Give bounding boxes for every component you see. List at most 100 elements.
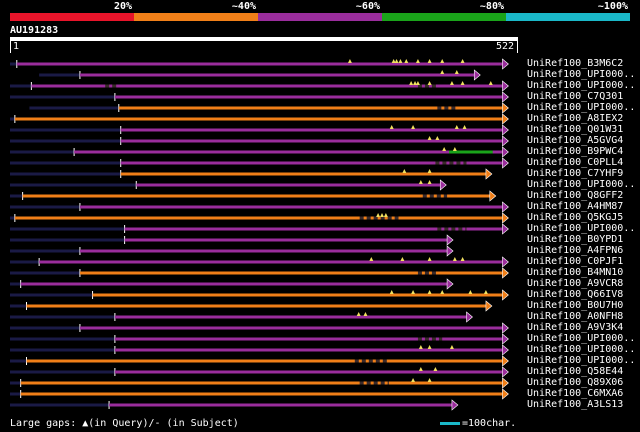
query-gap-triangle [427,59,432,63]
hit-label-link[interactable]: UniRef100_A8IEX2 [527,113,624,124]
query-gap-triangle [454,70,459,74]
query-gap-triangle [411,125,416,129]
end-arrow [502,201,509,213]
query-gap-triangle [427,180,432,184]
hit-label-link[interactable]: UniRef100_Q5KGJ5 [527,212,624,223]
query-gap-triangle [379,213,384,217]
query-start-label: 1 [13,41,20,52]
hit-label-link[interactable]: UniRef100_Q89X06 [527,377,624,388]
hit-label-link[interactable]: UniRef100_B3M6C2 [527,58,624,69]
query-gap-triangle [427,378,432,382]
query-gap-triangle [409,81,414,85]
hit-label-link[interactable]: UniRef100_C6MXA6 [527,388,624,399]
query-gap-triangle [418,367,423,371]
hit-label-link[interactable]: UniRef100_B0U7H0 [527,300,624,311]
query-gap-triangle [402,169,407,173]
end-arrow [502,355,509,367]
hit-label-link[interactable]: UniRef100_C0PJF1 [527,256,624,267]
end-arrow [485,300,493,312]
hit-label-link[interactable]: UniRef100_C0PLL4 [527,157,624,168]
query-gap-triangle [488,81,493,85]
query-start-tick [10,41,11,53]
hit-label-link[interactable]: UniRef100_UPI000.. [527,80,636,91]
hit-label-link[interactable]: UniRef100_A0NFH8 [527,311,624,322]
query-bar [10,37,518,41]
query-gap-triangle [440,290,445,294]
end-arrow [502,256,509,268]
footer-gap-legend: Large gaps: ▲(in Query)/- (in Subject) [10,418,239,429]
hit-label-link[interactable]: UniRef100_C7YHF9 [527,168,624,179]
query-gap-triangle [440,70,445,74]
hit-label-link[interactable]: UniRef100_A3LS13 [527,399,624,410]
end-arrow [502,146,509,158]
query-gap-triangle [440,59,445,63]
end-arrow [466,311,473,323]
hit-label-link[interactable]: UniRef100_A9V3K4 [527,322,624,333]
query-gap-triangle [452,147,457,151]
end-arrow [502,135,509,147]
hit-label-link[interactable]: UniRef100_A5GVG4 [527,135,624,146]
query-gap-triangle [383,213,388,217]
hit-label-link[interactable]: UniRef100_UPI000.. [527,69,636,80]
legend-segment [134,13,258,21]
legend-segment [506,13,630,21]
query-gap-triangle [454,125,459,129]
hit-label-link[interactable]: UniRef100_B4MN10 [527,267,624,278]
legend-label: ~60% [355,1,380,12]
query-gap-triangle [376,213,381,217]
hit-label-link[interactable]: UniRef100_B0YPD1 [527,234,624,245]
end-arrow [502,113,509,125]
query-gap-triangle [433,367,438,371]
legend-segment [10,13,134,21]
query-gap-triangle [398,59,403,63]
hit-label-link[interactable]: UniRef100_Q8GFF2 [527,190,624,201]
hit-label-link[interactable]: UniRef100_A4FPN6 [527,245,624,256]
end-arrow [502,344,509,356]
scale-label: =100char. [462,418,517,429]
hit-label-link[interactable]: UniRef100_C7Q301 [527,91,624,102]
query-id: AU191283 [10,25,59,36]
end-arrow [502,267,509,279]
end-arrow [502,366,509,378]
end-arrow [439,179,447,191]
end-arrow [502,377,509,389]
hit-label-link[interactable]: UniRef100_UPI000.. [527,344,636,355]
hit-label-link[interactable]: UniRef100_Q58E44 [527,366,624,377]
query-gap-triangle [411,290,416,294]
query-gap-triangle [427,345,432,349]
query-gap-triangle [435,136,440,140]
end-arrow [502,322,509,334]
end-arrow [473,69,481,81]
hit-label-link[interactable]: UniRef100_UPI000.. [527,179,636,190]
hit-label-link[interactable]: UniRef100_A9VCR8 [527,278,624,289]
hit-label-link[interactable]: UniRef100_UPI000.. [527,355,636,366]
hit-label-link[interactable]: UniRef100_UPI000.. [527,102,636,113]
hit-label-link[interactable]: UniRef100_UPI000.. [527,223,636,234]
query-gap-triangle [449,345,454,349]
query-gap-triangle [394,59,399,63]
query-gap-triangle [427,136,432,140]
end-arrow [502,80,509,92]
query-gap-triangle [468,290,473,294]
end-arrow [489,190,497,202]
query-gap-triangle [460,257,465,261]
query-end-label: 522 [496,41,515,52]
query-gap-triangle [356,312,361,316]
legend-segment [258,13,382,21]
hit-label-link[interactable]: UniRef100_Q66IV8 [527,289,624,300]
query-gap-triangle [363,312,368,316]
hit-label-link[interactable]: UniRef100_B9PWC4 [527,146,624,157]
end-arrow [446,245,454,257]
hit-label-link[interactable]: UniRef100_Q01W31 [527,124,624,135]
query-gap-triangle [415,81,420,85]
end-arrow [446,278,454,290]
query-gap-triangle [418,180,423,184]
query-gap-triangle [404,59,409,63]
query-gap-triangle [347,59,352,63]
end-arrow [485,168,493,180]
legend-label: 20% [113,1,132,12]
hit-label-link[interactable]: UniRef100_UPI000.. [527,333,636,344]
query-gap-triangle [391,59,396,63]
hit-label-link[interactable]: UniRef100_A4HM87 [527,201,624,212]
